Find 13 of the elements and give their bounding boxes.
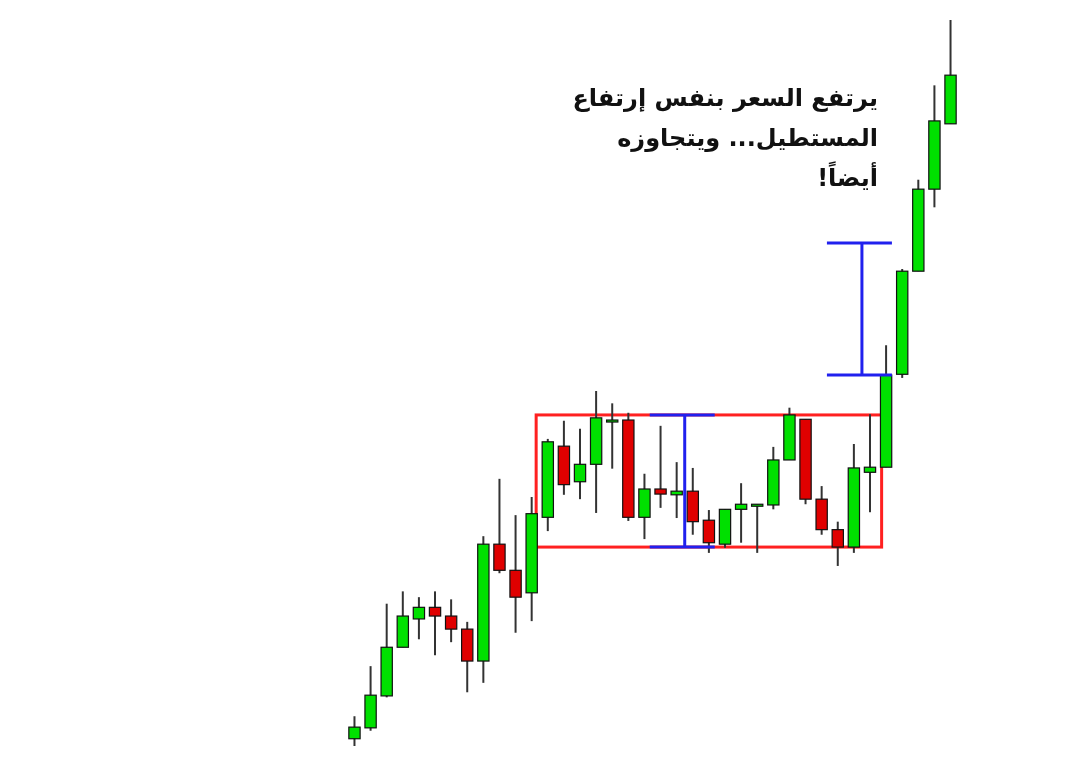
candlestick bbox=[702, 509, 716, 554]
candlestick bbox=[605, 402, 619, 470]
candlestick bbox=[863, 413, 877, 514]
candlestick bbox=[831, 520, 844, 567]
candlestick bbox=[654, 424, 667, 509]
candlestick bbox=[573, 427, 587, 501]
text: يرتفع السعر بنفس إرتفاع المستطيل... ويتجاوزه أيضاً! bbox=[572, 84, 878, 192]
candlestick bbox=[734, 482, 748, 544]
candlestick bbox=[412, 596, 426, 641]
candlestick bbox=[750, 503, 764, 554]
candlestick bbox=[444, 598, 458, 644]
candlestick bbox=[428, 590, 442, 657]
candlestick bbox=[348, 715, 361, 747]
